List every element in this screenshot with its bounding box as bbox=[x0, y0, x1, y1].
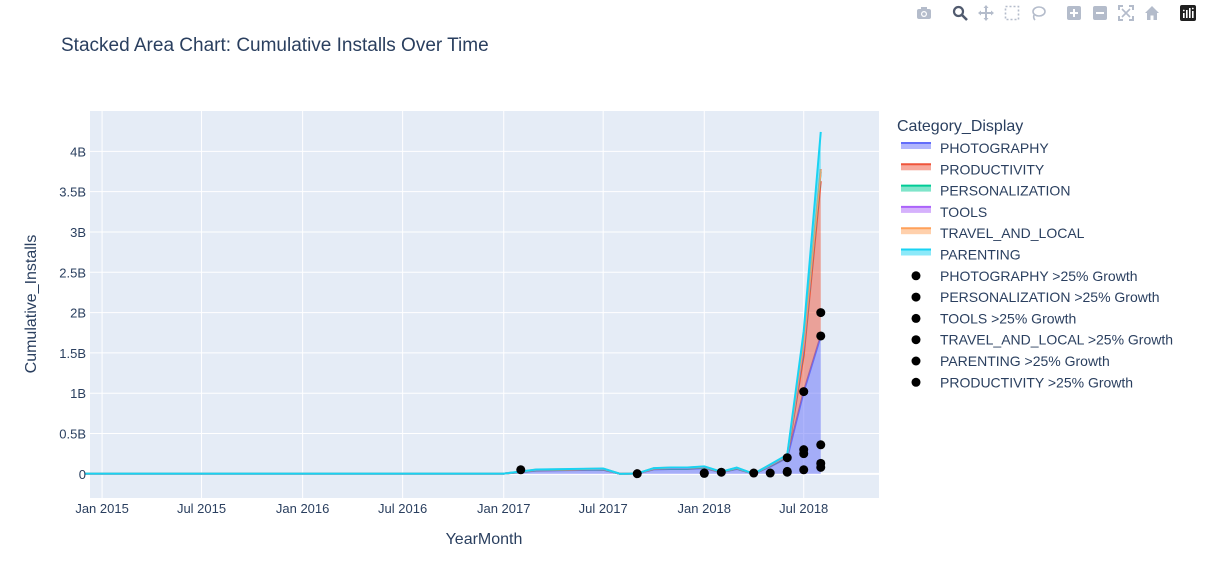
growth-marker bbox=[632, 469, 642, 479]
legend-swatch-fill bbox=[901, 206, 931, 213]
growth-marker bbox=[782, 466, 792, 476]
zoom-in-icon[interactable] bbox=[1063, 2, 1085, 24]
x-tick-label: Jan 2018 bbox=[678, 501, 732, 516]
legend-label: PHOTOGRAPHY bbox=[940, 140, 1049, 156]
growth-marker bbox=[799, 465, 809, 475]
zoom-icon[interactable] bbox=[949, 2, 971, 24]
legend-marker bbox=[911, 271, 921, 281]
growth-marker bbox=[765, 468, 775, 478]
lasso-select-icon[interactable] bbox=[1027, 2, 1049, 24]
y-tick-label: 3.5B bbox=[59, 185, 86, 200]
legend-marker bbox=[911, 292, 921, 302]
legend-label: PERSONALIZATION bbox=[940, 183, 1070, 199]
legend-swatch-fill bbox=[901, 249, 931, 256]
growth-marker bbox=[799, 449, 809, 459]
legend-item: PARENTING >25% Growth bbox=[911, 353, 1110, 369]
growth-marker bbox=[816, 308, 826, 318]
legend-label: TRAVEL_AND_LOCAL bbox=[940, 225, 1085, 241]
modebar bbox=[913, 2, 1199, 24]
x-tick-label: Jul 2018 bbox=[779, 501, 828, 516]
y-tick-label: 0.5B bbox=[59, 427, 86, 442]
legend-item: TRAVEL_AND_LOCAL >25% Growth bbox=[911, 332, 1173, 348]
pan-icon[interactable] bbox=[975, 2, 997, 24]
x-tick-label: Jul 2017 bbox=[579, 501, 628, 516]
growth-marker bbox=[816, 440, 826, 450]
legend: Category_Display PHOTOGRAPHY PRODUCTIVITY… bbox=[897, 118, 1173, 390]
legend-swatch-fill bbox=[901, 228, 931, 235]
legend-label: PRODUCTIVITY >25% Growth bbox=[940, 374, 1133, 390]
growth-markers bbox=[516, 308, 826, 479]
plotly-logo-icon[interactable] bbox=[1177, 2, 1199, 24]
reset-axes-icon[interactable] bbox=[1141, 2, 1163, 24]
growth-marker bbox=[816, 462, 826, 472]
legend-label: PHOTOGRAPHY >25% Growth bbox=[940, 268, 1138, 284]
x-tick-label: Jul 2015 bbox=[177, 501, 226, 516]
y-tick-label: 1B bbox=[70, 386, 86, 401]
growth-marker bbox=[799, 387, 809, 397]
x-tick-label: Jul 2016 bbox=[378, 501, 427, 516]
legend-marker bbox=[911, 335, 921, 345]
legend-label: PARENTING >25% Growth bbox=[940, 353, 1110, 369]
legend-item: TRAVEL_AND_LOCAL bbox=[901, 225, 1085, 241]
legend-item: PERSONALIZATION bbox=[901, 183, 1070, 199]
y-tick-label: 4B bbox=[70, 144, 86, 159]
x-axis-title: YearMonth bbox=[446, 531, 523, 548]
legend-label: TOOLS >25% Growth bbox=[940, 310, 1076, 326]
growth-marker bbox=[699, 468, 709, 478]
legend-label: PARENTING bbox=[940, 247, 1021, 263]
area-series bbox=[85, 131, 822, 475]
chart-title: Stacked Area Chart: Cumulative Installs … bbox=[61, 35, 489, 56]
legend-marker bbox=[911, 377, 921, 387]
y-tick-label: 3B bbox=[70, 225, 86, 240]
legend-item: PHOTOGRAPHY >25% Growth bbox=[911, 268, 1138, 284]
growth-marker bbox=[816, 331, 826, 341]
camera-icon[interactable] bbox=[913, 2, 935, 24]
zoom-out-icon[interactable] bbox=[1089, 2, 1111, 24]
legend-marker bbox=[911, 313, 921, 323]
legend-label: PERSONALIZATION >25% Growth bbox=[940, 289, 1160, 305]
y-tick-label: 0 bbox=[79, 467, 86, 482]
growth-marker bbox=[516, 465, 526, 475]
growth-marker bbox=[782, 453, 792, 463]
y-axis-title: Cumulative_Installs bbox=[23, 235, 40, 374]
y-tick-label: 2.5B bbox=[59, 265, 86, 280]
legend-label: PRODUCTIVITY bbox=[940, 161, 1045, 177]
legend-label: TRAVEL_AND_LOCAL >25% Growth bbox=[940, 332, 1173, 348]
legend-label: TOOLS bbox=[940, 204, 987, 220]
y-tick-label: 1.5B bbox=[59, 346, 86, 361]
growth-marker bbox=[716, 467, 726, 477]
legend-item: PERSONALIZATION >25% Growth bbox=[911, 289, 1160, 305]
x-axis: Jan 2015 Jul 2015 Jan 2016 Jul 2016 Jan 2017… bbox=[75, 501, 828, 516]
x-tick-label: Jan 2015 bbox=[75, 501, 129, 516]
y-tick-label: 2B bbox=[70, 306, 86, 321]
legend-marker bbox=[911, 356, 921, 366]
x-tick-label: Jan 2016 bbox=[276, 501, 330, 516]
legend-swatch-fill bbox=[901, 164, 931, 171]
plot-background bbox=[90, 111, 879, 498]
legend-item: PARENTING bbox=[901, 247, 1021, 263]
area-line bbox=[85, 131, 822, 475]
x-tick-label: Jan 2017 bbox=[477, 501, 531, 516]
legend-swatch-fill bbox=[901, 143, 931, 149]
legend-item: TOOLS >25% Growth bbox=[911, 310, 1076, 326]
autoscale-icon[interactable] bbox=[1115, 2, 1137, 24]
legend-swatch-fill bbox=[901, 185, 931, 192]
legend-title: Category_Display bbox=[897, 118, 1023, 135]
box-select-icon[interactable] bbox=[1001, 2, 1023, 24]
legend-item: TOOLS bbox=[901, 204, 987, 220]
legend-item: PHOTOGRAPHY bbox=[901, 140, 1049, 156]
y-axis: 0 0.5B 1B 1.5B 2B 2.5B 3B 3.5B 4B bbox=[59, 144, 86, 482]
legend-item: PRODUCTIVITY bbox=[901, 161, 1045, 177]
legend-item: PRODUCTIVITY >25% Growth bbox=[911, 374, 1133, 390]
growth-marker bbox=[749, 468, 759, 478]
